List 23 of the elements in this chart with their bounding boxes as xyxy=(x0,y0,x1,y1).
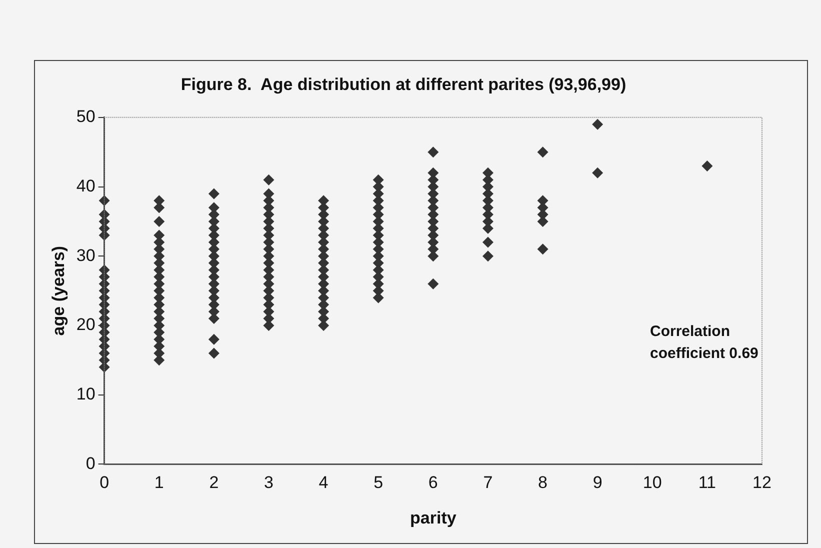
y-tick-label: 40 xyxy=(76,176,96,196)
x-tick-label: 9 xyxy=(592,473,602,492)
y-tick-label: 10 xyxy=(76,384,96,404)
y-tick-label: 0 xyxy=(86,454,96,473)
chart-title: Figure 8. Age distribution at different parites (93,96,99) xyxy=(180,74,626,94)
x-axis-title: parity xyxy=(410,508,457,528)
x-tick-label: 4 xyxy=(318,473,328,492)
y-tick-label: 30 xyxy=(76,246,96,265)
x-tick-label: 5 xyxy=(374,473,384,492)
y-axis-title: age (years) xyxy=(48,246,68,336)
x-tick-label: 12 xyxy=(752,473,772,492)
x-tick-label: 11 xyxy=(698,473,716,492)
x-tick-label: 2 xyxy=(209,473,219,492)
y-tick-label: 50 xyxy=(76,107,96,126)
x-tick-label: 8 xyxy=(538,473,548,492)
x-tick-label: 0 xyxy=(100,473,110,492)
x-tick-label: 1 xyxy=(154,473,164,492)
x-tick-label: 3 xyxy=(264,473,274,492)
y-tick-label: 20 xyxy=(76,315,96,334)
x-tick-label: 10 xyxy=(642,473,662,492)
annotation: Correlation coefficient 0.69 xyxy=(650,322,758,362)
x-tick-label: 6 xyxy=(428,473,438,492)
x-tick-label: 7 xyxy=(483,473,493,492)
